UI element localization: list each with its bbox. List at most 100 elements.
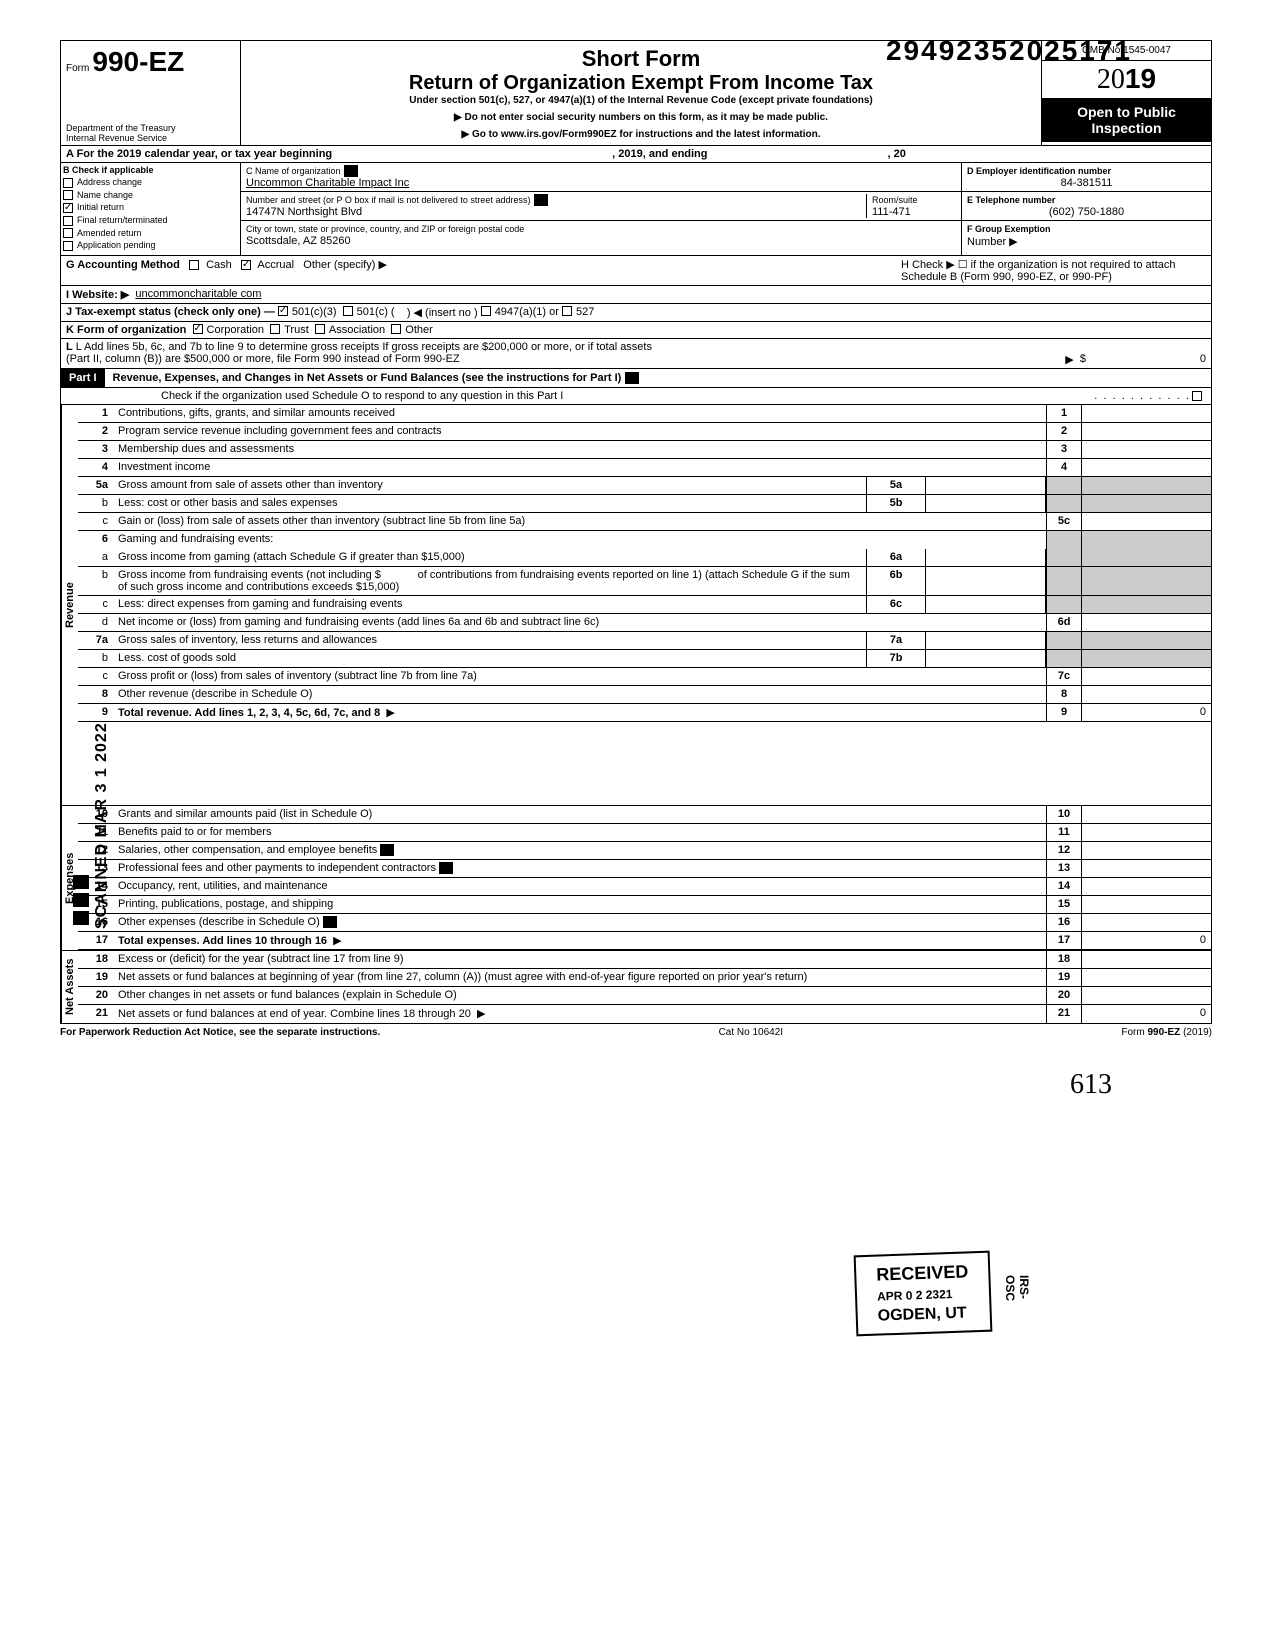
chk-final[interactable]	[63, 216, 73, 226]
line-gh: G Accounting Method Cash Accrual Other (…	[60, 256, 1212, 286]
city-label: City or town, state or province, country…	[246, 224, 524, 234]
line-a-begin: A For the 2019 calendar year, or tax yea…	[66, 148, 332, 160]
stamp-date: APR 0 2 2321	[877, 1286, 969, 1303]
chk-527[interactable]	[562, 306, 572, 316]
line-1: Contributions, gifts, grants, and simila…	[113, 405, 1046, 422]
line-3: Membership dues and assessments	[113, 441, 1046, 458]
g-label: G Accounting Method	[66, 259, 180, 271]
redaction-icon	[344, 165, 358, 177]
city: Scottsdale, AZ 85260	[246, 235, 351, 247]
footer-center: Cat No 10642I	[719, 1027, 784, 1038]
website: uncommoncharitable com	[135, 288, 261, 301]
street-label: Number and street (or P O box if mail is…	[246, 195, 530, 205]
val-9: 0	[1081, 704, 1211, 721]
redaction-icon	[625, 372, 639, 384]
sidebar-revenue: Revenue	[61, 405, 78, 805]
phone-label: E Telephone number	[967, 195, 1055, 205]
line-13: Professional fees and other payments to …	[113, 860, 1046, 877]
chk-accrual[interactable]	[241, 260, 251, 270]
stamp-location: OGDEN, UT	[877, 1304, 970, 1325]
open-to-public: Open to PublicInspection	[1042, 98, 1211, 142]
header-left: Form 990-EZ Department of the TreasuryIn…	[61, 41, 241, 145]
part-1-check: Check if the organization used Schedule …	[60, 388, 1212, 405]
chk-assoc[interactable]	[315, 324, 325, 334]
instruction-2: ▶ Go to www.irs.gov/Form990EZ for instru…	[251, 129, 1031, 140]
subtitle: Under section 501(c), 527, or 4947(a)(1)…	[251, 95, 1031, 106]
part-1-title: Revenue, Expenses, and Changes in Net As…	[105, 372, 622, 384]
chk-pending[interactable]	[63, 241, 73, 251]
room-label: Room/suite	[872, 195, 918, 205]
b-label: B Check if applicable	[63, 165, 154, 175]
chk-name[interactable]	[63, 190, 73, 200]
return-title: Return of Organization Exempt From Incom…	[251, 72, 1031, 95]
line-l: L L Add lines 5b, 6c, and 7b to line 9 t…	[60, 339, 1212, 369]
l-value: 0	[1086, 353, 1206, 366]
stamp-received-text: RECEIVED	[876, 1261, 969, 1285]
line-14: Occupancy, rent, utilities, and maintena…	[113, 878, 1046, 895]
line-6b: Gross income from fundraising events (no…	[113, 567, 866, 595]
line-8: Other revenue (describe in Schedule O)	[113, 686, 1046, 703]
chk-501c[interactable]	[343, 306, 353, 316]
line-19: Net assets or fund balances at beginning…	[113, 969, 1046, 986]
line-k: K Form of organization Corporation Trust…	[60, 322, 1212, 339]
k-label: K Form of organization	[66, 324, 186, 336]
line-21: Net assets or fund balances at end of ye…	[113, 1005, 1046, 1023]
col-b: B Check if applicable Address change Nam…	[61, 163, 241, 255]
line-11: Benefits paid to or for members	[113, 824, 1046, 841]
chk-trust[interactable]	[270, 324, 280, 334]
redaction-icon	[380, 844, 394, 856]
group-label: F Group Exemption	[967, 224, 1051, 234]
chk-501c3[interactable]	[278, 306, 288, 316]
chk-initial[interactable]	[63, 203, 73, 213]
line-i: I Website: ▶ uncommoncharitable com	[60, 286, 1212, 304]
chk-other[interactable]	[391, 324, 401, 334]
line-a-end: , 20	[888, 148, 906, 160]
chk-cash[interactable]	[189, 260, 199, 270]
street: 14747N Northsight Blvd	[246, 206, 362, 218]
document-number: 29492352025171	[886, 35, 1132, 67]
chk-address[interactable]	[63, 178, 73, 188]
line-5b: Less: cost or other basis and sales expe…	[113, 495, 866, 512]
line-7c: Gross profit or (loss) from sales of inv…	[113, 668, 1046, 685]
org-name: Uncommon Charitable Impact Inc	[246, 177, 409, 189]
department: Department of the TreasuryInternal Reven…	[66, 123, 176, 143]
redaction-icon	[323, 916, 337, 928]
form-number: 990-EZ	[92, 46, 184, 77]
val-21: 0	[1081, 1005, 1211, 1023]
val-17: 0	[1081, 932, 1211, 949]
line-6: Gaming and fundraising events:	[113, 531, 1046, 549]
line-16: Other expenses (describe in Schedule O)	[113, 914, 1046, 931]
chk-4947[interactable]	[481, 306, 491, 316]
col-d: D Employer identification number 84-3815…	[961, 163, 1211, 255]
h-label: H Check ▶ ☐ if the organization is not r…	[896, 258, 1206, 283]
line-7a: Gross sales of inventory, less returns a…	[113, 632, 866, 649]
form-990ez: 29492352025171 Form 990-EZ Department of…	[60, 40, 1212, 1041]
j-label: J Tax-exempt status (check only one) —	[66, 306, 275, 319]
line-a: A For the 2019 calendar year, or tax yea…	[60, 146, 1212, 163]
line-20: Other changes in net assets or fund bala…	[113, 987, 1046, 1004]
ein: 84-381511	[967, 177, 1206, 189]
form-footer: For Paperwork Reduction Act Notice, see …	[60, 1024, 1212, 1041]
line-10: Grants and similar amounts paid (list in…	[113, 806, 1046, 823]
redaction-icon	[534, 194, 548, 206]
chk-amended[interactable]	[63, 228, 73, 238]
stamp-irs-osc: IRS-OSC	[1003, 1275, 1031, 1301]
handwritten-signature: 613	[1070, 1069, 1112, 1101]
group-number: Number ▶	[967, 236, 1018, 248]
line-15: Printing, publications, postage, and shi…	[113, 896, 1046, 913]
section-bcd: B Check if applicable Address change Nam…	[60, 163, 1212, 256]
scanned-stamp: SCANNED MAR 3 1 2022	[93, 722, 111, 929]
line-a-mid: , 2019, and ending	[612, 148, 707, 160]
line-5a: Gross amount from sale of assets other t…	[113, 477, 866, 494]
sidebar-netassets: Net Assets	[61, 951, 78, 1023]
line-9: Total revenue. Add lines 1, 2, 3, 4, 5c,…	[113, 704, 1046, 721]
chk-schedule-o[interactable]	[1192, 391, 1202, 401]
line-17: Total expenses. Add lines 10 through 16 …	[113, 932, 1046, 949]
chk-corp[interactable]	[193, 324, 203, 334]
col-c: C Name of organization Uncommon Charitab…	[241, 163, 961, 255]
line-6c: Less: direct expenses from gaming and fu…	[113, 596, 866, 613]
sidebar-expenses: Expenses	[61, 806, 78, 950]
part-1-label: Part I	[61, 369, 105, 387]
line-4: Investment income	[113, 459, 1046, 476]
part-1-lines: Revenue 1Contributions, gifts, grants, a…	[60, 405, 1212, 1024]
